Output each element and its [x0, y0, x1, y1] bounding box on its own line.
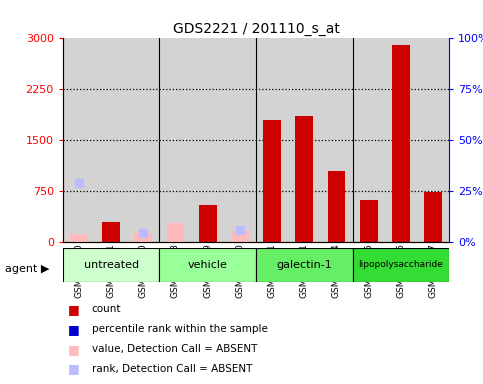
Text: vehicle: vehicle — [188, 260, 227, 270]
FancyBboxPatch shape — [159, 248, 256, 282]
Bar — [224, 38, 256, 242]
Bar — [417, 38, 449, 242]
Text: ■: ■ — [68, 323, 79, 336]
Title: GDS2221 / 201110_s_at: GDS2221 / 201110_s_at — [172, 22, 340, 36]
Bar — [70, 238, 88, 242]
Bar — [134, 233, 152, 242]
Bar — [353, 38, 385, 242]
Bar — [167, 223, 185, 242]
Text: percentile rank within the sample: percentile rank within the sample — [92, 324, 268, 334]
Bar — [231, 231, 249, 242]
Bar — [256, 38, 288, 242]
Text: value, Detection Call = ABSENT: value, Detection Call = ABSENT — [92, 344, 257, 354]
Bar — [167, 228, 185, 242]
Text: untreated: untreated — [84, 260, 139, 270]
Text: galectin-1: galectin-1 — [276, 260, 332, 270]
Bar — [231, 238, 249, 242]
Bar — [95, 38, 127, 242]
Bar — [192, 38, 224, 242]
Bar — [360, 200, 378, 242]
Bar — [159, 38, 192, 242]
Bar — [263, 120, 281, 242]
Bar — [385, 38, 417, 242]
Bar — [199, 205, 216, 242]
Bar — [392, 45, 410, 242]
Text: ■: ■ — [68, 343, 79, 356]
Text: ■: ■ — [68, 362, 79, 376]
Text: count: count — [92, 304, 121, 314]
Bar — [424, 192, 442, 242]
Bar — [102, 222, 120, 242]
Text: ■: ■ — [68, 303, 79, 316]
Bar — [327, 171, 345, 242]
Text: agent ▶: agent ▶ — [5, 264, 49, 274]
Bar — [134, 237, 152, 242]
FancyBboxPatch shape — [256, 248, 353, 282]
Text: rank, Detection Call = ABSENT: rank, Detection Call = ABSENT — [92, 364, 252, 374]
Bar — [288, 38, 320, 242]
FancyBboxPatch shape — [63, 248, 159, 282]
Bar — [70, 234, 88, 242]
Bar — [320, 38, 353, 242]
Text: lipopolysaccharide: lipopolysaccharide — [358, 260, 443, 270]
Bar — [296, 116, 313, 242]
Bar — [127, 38, 159, 242]
Bar — [63, 38, 95, 242]
FancyBboxPatch shape — [353, 248, 449, 282]
